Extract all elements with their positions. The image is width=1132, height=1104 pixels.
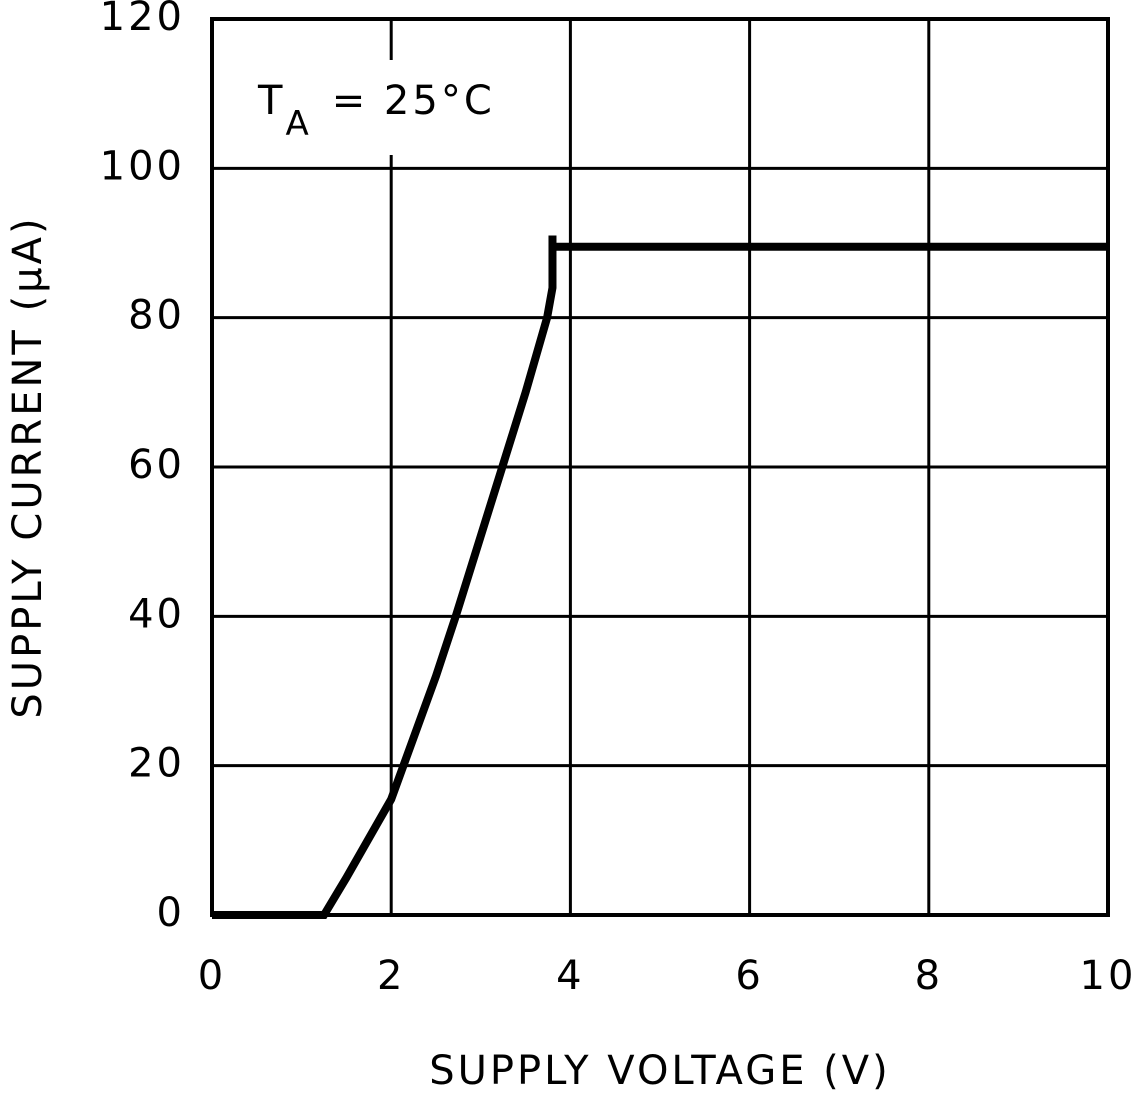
plot-frame	[210, 17, 1110, 917]
y-tick-label: 20	[128, 741, 185, 787]
x-tick-label: 10	[1080, 953, 1132, 999]
annotation-subscript: A	[285, 104, 311, 144]
x-tick-label: 0	[198, 953, 226, 999]
y-tick-label: 60	[128, 442, 185, 488]
x-tick-label: 4	[556, 953, 584, 999]
y-tick-label: 40	[128, 591, 185, 637]
y-tick-label: 120	[100, 0, 185, 40]
y-axis-label: SUPPLY CURRENT (μA)	[5, 215, 51, 718]
data-line	[212, 235, 1108, 919]
x-tick-label: 6	[735, 953, 763, 999]
annotation: TA = 25°C	[257, 78, 495, 144]
x-axis-label: SUPPLY VOLTAGE (V)	[429, 1048, 891, 1094]
annotation-background	[240, 60, 540, 155]
x-tick-label: 2	[377, 953, 405, 999]
y-tick-label: 0	[157, 890, 185, 936]
y-tick-label: 80	[128, 293, 185, 339]
y-tick-label: 100	[100, 143, 185, 189]
annotation-text: = 25°C	[332, 78, 495, 124]
annotation-symbol: T	[257, 78, 285, 124]
x-tick-label: 8	[915, 953, 943, 999]
